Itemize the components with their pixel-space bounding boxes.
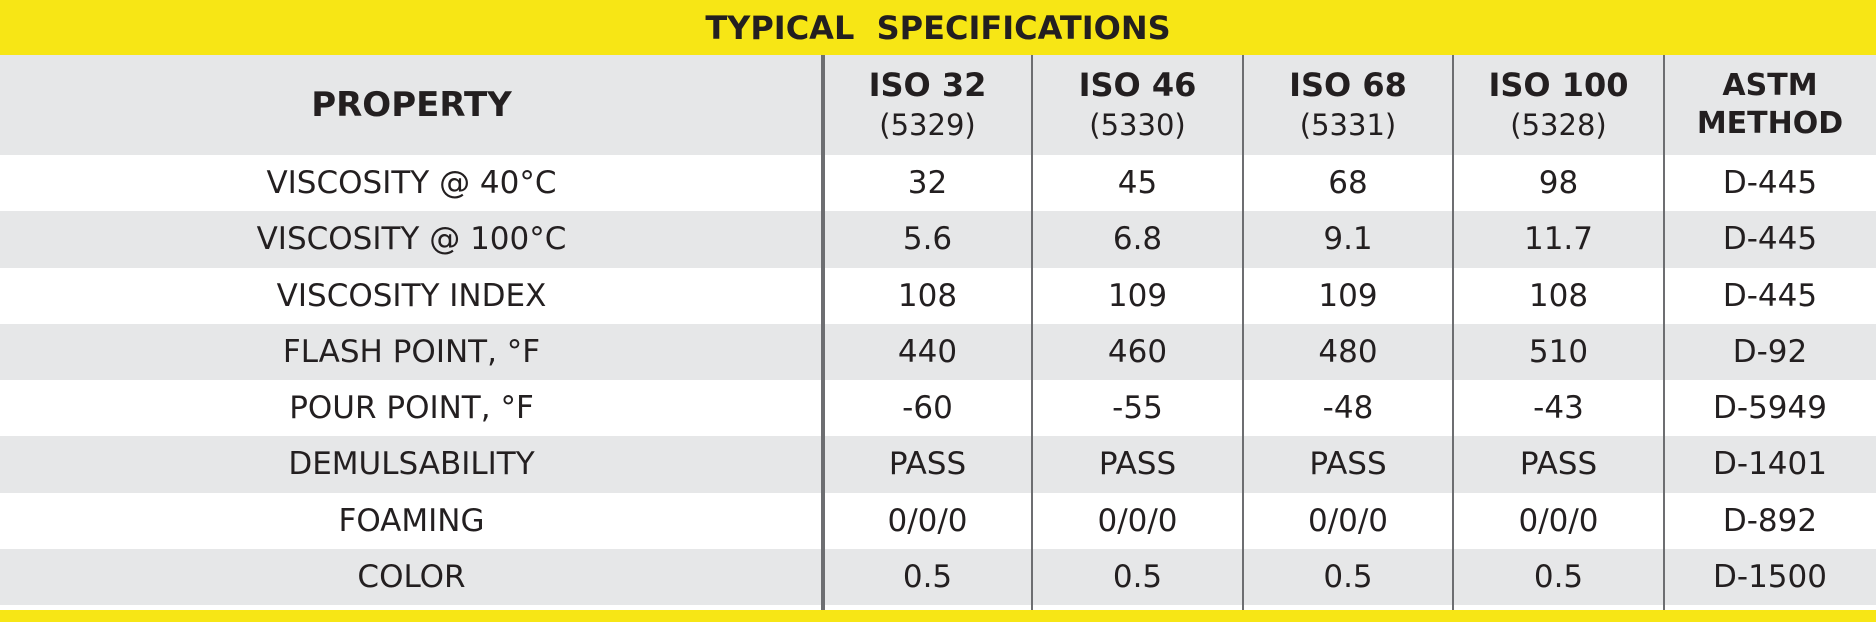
table-title: TYPICAL SPECIFICATIONS xyxy=(705,8,1171,47)
title-bar xyxy=(0,0,1876,55)
row-value: D-5949 xyxy=(1713,390,1827,427)
row-value: D-1401 xyxy=(1713,446,1827,483)
row-value: 0/0/0 xyxy=(1307,502,1389,539)
row-value: 0.5 xyxy=(1323,558,1373,595)
row-value: 98 xyxy=(1538,165,1579,202)
row-label: COLOR xyxy=(357,558,466,595)
header-method: ASTM METHOD xyxy=(1664,55,1876,155)
row-bg xyxy=(0,380,1876,437)
row-value: D-445 xyxy=(1722,277,1818,314)
row-bg xyxy=(0,323,1876,380)
grade-name: ISO 32 xyxy=(868,66,987,104)
row-bg xyxy=(0,492,1876,549)
column-divider xyxy=(1452,55,1454,610)
row-value: 0/0/0 xyxy=(1097,502,1178,539)
row-value: 108 xyxy=(1528,277,1589,314)
row-value: 0/0/0 xyxy=(887,502,968,539)
row-value: -43 xyxy=(1533,390,1584,427)
row-value: 0.5 xyxy=(1112,558,1163,595)
row-value: 108 xyxy=(897,277,958,314)
row-value: 0/0/0 xyxy=(1518,502,1599,539)
method-line: ASTM xyxy=(1722,68,1818,103)
row-label: FLASH POINT, °F xyxy=(282,333,541,370)
row-value: PASS xyxy=(888,446,967,483)
row-bg xyxy=(0,548,1876,605)
row-label: VISCOSITY @ 40°C xyxy=(266,165,557,202)
row-value: 109 xyxy=(1318,277,1378,314)
grade-code: (5331) xyxy=(1299,108,1397,142)
header-grade: ISO 32 (5329) xyxy=(823,55,1032,155)
method-line: METHOD xyxy=(1696,106,1844,141)
row-value: 11.7 xyxy=(1523,221,1594,258)
grade-name: ISO 100 xyxy=(1488,66,1629,104)
bottom-bar xyxy=(0,610,1876,622)
row-value: 6.8 xyxy=(1112,221,1163,258)
grade-code: (5328) xyxy=(1510,108,1607,142)
row-value: 32 xyxy=(907,165,948,202)
row-value: D-445 xyxy=(1722,221,1818,258)
row-value: 45 xyxy=(1117,165,1158,202)
row-value: 0.5 xyxy=(902,558,953,595)
row-label: FOAMING xyxy=(338,502,485,539)
row-value: D-92 xyxy=(1732,333,1808,370)
grade-name: ISO 68 xyxy=(1289,66,1407,104)
row-bg xyxy=(0,267,1876,324)
row-value: D-1500 xyxy=(1713,558,1827,595)
row-value: -55 xyxy=(1112,390,1163,427)
row-label: VISCOSITY @ 100°C xyxy=(256,221,567,258)
row-value: 109 xyxy=(1107,277,1168,314)
row-value: 5.6 xyxy=(902,221,953,258)
row-value: 440 xyxy=(897,333,958,370)
row-value: 68 xyxy=(1328,165,1368,202)
row-value: D-892 xyxy=(1722,502,1818,539)
row-bg xyxy=(0,211,1876,268)
header-row xyxy=(0,55,1876,155)
row-bg xyxy=(0,155,1876,212)
header-grade: ISO 46 (5330) xyxy=(1032,55,1243,155)
grade-code: (5329) xyxy=(879,108,976,142)
row-label: DEMULSABILITY xyxy=(288,446,535,483)
column-divider xyxy=(1663,55,1665,610)
row-value: PASS xyxy=(1309,446,1387,483)
row-bg xyxy=(0,436,1876,493)
header-grade: ISO 68 (5331) xyxy=(1243,55,1453,155)
column-divider xyxy=(1031,55,1033,610)
header-property: PROPERTY xyxy=(311,85,512,125)
header-grade: ISO 100 (5328) xyxy=(1453,55,1664,155)
grade-name: ISO 46 xyxy=(1078,66,1197,104)
row-value: PASS xyxy=(1519,446,1598,483)
row-value: 9.1 xyxy=(1323,221,1373,258)
row-value: 460 xyxy=(1107,333,1168,370)
row-value: 510 xyxy=(1528,333,1589,370)
row-label: VISCOSITY INDEX xyxy=(276,277,547,314)
row-value: 0.5 xyxy=(1533,558,1584,595)
column-divider xyxy=(1242,55,1244,610)
row-value: -60 xyxy=(902,390,953,427)
grade-code: (5330) xyxy=(1089,108,1186,142)
row-label: POUR POINT, °F xyxy=(289,390,534,427)
column-divider xyxy=(821,55,825,610)
row-value: PASS xyxy=(1098,446,1177,483)
row-value: 480 xyxy=(1318,333,1378,370)
row-value: -48 xyxy=(1322,390,1374,427)
row-value: D-445 xyxy=(1722,165,1818,202)
